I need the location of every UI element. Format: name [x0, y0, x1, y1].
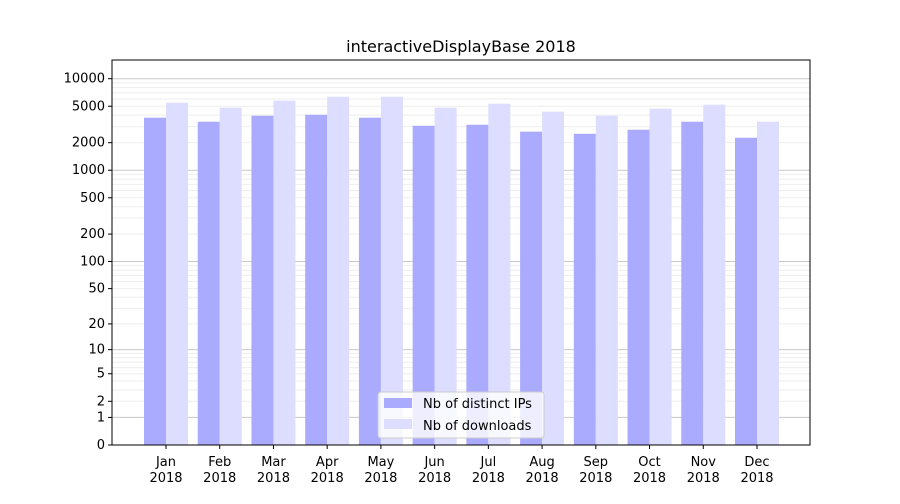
x-tick-label: May 2018	[364, 455, 397, 486]
x-tick-label: Jan 2018	[149, 455, 182, 486]
bar-ips	[627, 129, 650, 446]
legend-label-downloads: Nb of downloads	[423, 419, 532, 434]
bar-ips	[197, 121, 220, 445]
y-tick-label: 2000	[72, 136, 105, 151]
bar-downloads	[649, 108, 672, 446]
y-tick-label: 200	[80, 227, 105, 242]
y-tick-label: 5000	[72, 99, 105, 114]
bar-ips	[520, 131, 543, 445]
x-tick-label: Aug 2018	[526, 455, 559, 486]
bar-ips	[573, 133, 596, 445]
x-tick-label: Feb 2018	[203, 455, 236, 486]
legend: Nb of distinct IPs Nb of downloads	[377, 391, 545, 439]
y-tick-label: 1000	[72, 163, 105, 178]
y-tick-label: 100	[80, 254, 105, 269]
bar-ips	[144, 117, 166, 445]
y-tick-label: 5	[97, 367, 105, 382]
x-tick-label: Mar 2018	[257, 455, 290, 486]
y-tick-label: 1	[97, 410, 105, 425]
bar-ips	[305, 114, 328, 446]
y-tick-label: 0	[97, 438, 105, 453]
bar-downloads	[434, 107, 457, 446]
x-tick-label: Sep 2018	[579, 455, 612, 486]
bar-ips	[681, 121, 704, 445]
y-tick-label: 10000	[64, 72, 105, 87]
x-tick-label: Jul 2018	[472, 455, 505, 486]
y-tick-label: 10	[88, 343, 105, 358]
bar-downloads	[595, 115, 618, 445]
legend-swatch-downloads	[384, 419, 412, 429]
bar-downloads	[219, 107, 242, 446]
bar-ips	[358, 117, 381, 445]
plot-frame	[111, 59, 811, 446]
x-tick-label: Oct 2018	[633, 455, 666, 486]
chart-title: interactiveDisplayBase 2018	[346, 37, 576, 56]
bar-downloads	[166, 102, 188, 446]
bar-ips	[735, 137, 757, 445]
x-tick-label: Jun 2018	[418, 455, 451, 486]
bar-downloads	[488, 103, 511, 445]
bar-ips	[466, 124, 489, 446]
x-tick-label: Apr 2018	[311, 455, 344, 486]
x-tick-label: Dec 2018	[740, 455, 773, 486]
bar-downloads	[757, 121, 779, 445]
bar-downloads	[542, 111, 565, 445]
bar-ips	[251, 115, 274, 445]
bar-downloads	[703, 104, 726, 445]
bar-downloads	[327, 96, 350, 446]
bar-downloads	[380, 96, 403, 446]
bar-downloads	[273, 100, 296, 445]
y-tick-label: 20	[88, 317, 105, 332]
legend-label-ips: Nb of distinct IPs	[423, 397, 532, 412]
bar-ips	[412, 125, 435, 445]
y-tick-label: 500	[80, 191, 105, 206]
y-tick-label: 50	[88, 282, 105, 297]
legend-swatch-ips	[384, 398, 412, 408]
x-tick-label: Nov 2018	[687, 455, 720, 486]
y-tick-label: 2	[97, 394, 105, 409]
